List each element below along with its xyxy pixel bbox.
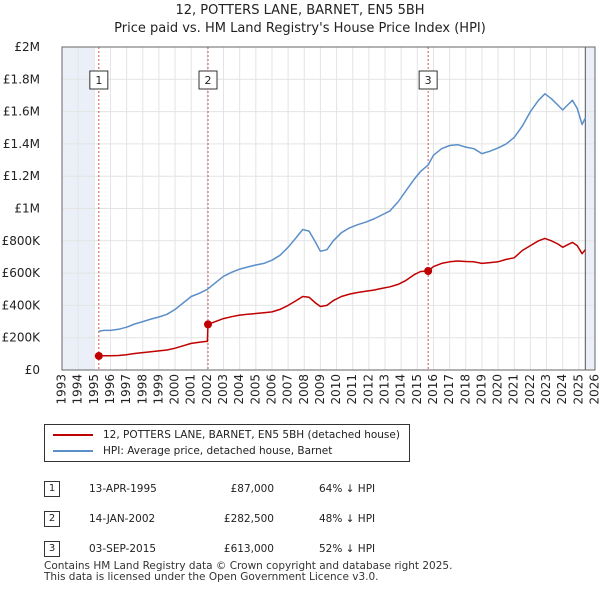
x-tick-label: 2000: [168, 374, 182, 405]
x-tick-label: 2013: [378, 374, 392, 405]
sales-table: 1 13-APR-1995 £87,000 64% ↓ HPI 2 14-JAN…: [44, 474, 439, 564]
sale-number: 2: [44, 511, 60, 527]
x-tick-label: 2004: [232, 374, 246, 405]
x-tick-label: 1997: [119, 374, 133, 405]
plot-frame: [61, 46, 596, 371]
x-tick-label: 2017: [442, 374, 456, 405]
sale-number-label: 3: [425, 74, 432, 87]
x-tick-label: 2012: [361, 374, 375, 405]
y-tick-label: £0: [25, 363, 40, 377]
x-tick-label: 1996: [103, 374, 117, 405]
y-tick-label: £400K: [2, 298, 42, 312]
table-row: 2 14-JAN-2002 £282,500 48% ↓ HPI: [44, 504, 439, 534]
x-tick-label: 2009: [313, 374, 327, 405]
sale-number-box: [89, 70, 109, 90]
sale-hpi: 64% ↓ HPI: [319, 483, 376, 495]
sale-hpi: 52% ↓ HPI: [319, 543, 376, 555]
hpi-line: [98, 93, 586, 332]
sale-date: 03-SEP-2015: [89, 543, 157, 555]
sale-point: [424, 267, 433, 276]
x-tick-label: 2018: [458, 374, 472, 405]
legend-label-hpi: HPI: Average price, detached house, Barn…: [103, 445, 333, 457]
sale-date: 14-JAN-2002: [89, 513, 156, 525]
x-tick-label: 2025: [571, 374, 585, 405]
price-chart: £0 £200K £400K £600K £800K £1M £1.2M £1.4M £1.6M…: [2, 40, 600, 405]
x-tick-label: 2014: [394, 374, 408, 405]
legend-line-hpi: [53, 450, 93, 452]
sale-point: [94, 351, 103, 360]
chart-title: 12, POTTERS LANE, BARNET, EN5 5BH: [175, 3, 425, 18]
chart-subtitle: Price paid vs. HM Land Registry's House …: [114, 21, 486, 36]
sale-number: 3: [44, 541, 60, 557]
sale-point: [204, 320, 213, 329]
x-tick-label: 2005: [248, 374, 262, 405]
x-tick-label: 2016: [426, 374, 440, 405]
footer-license: This data is licensed under the Open Gov…: [44, 571, 379, 583]
x-tick-label: 2010: [329, 374, 343, 405]
x-tick-label: 2011: [345, 374, 359, 405]
x-tick-label: 2024: [555, 374, 569, 405]
property-price-line: [98, 237, 586, 357]
x-tick-label: 2001: [184, 374, 198, 405]
sale-number: 1: [44, 481, 60, 497]
x-tick-label: 2007: [281, 374, 295, 405]
sale-number-label: 1: [95, 74, 102, 87]
y-tick-label: £2M: [14, 40, 40, 54]
chart-legend: 12, POTTERS LANE, BARNET, EN5 5BH (detac…: [44, 424, 410, 462]
x-tick-label: 2021: [507, 374, 521, 405]
y-tick-label: £800K: [2, 234, 42, 248]
y-tick-label: £1.6M: [3, 105, 40, 119]
sale-price: £282,500: [223, 513, 274, 525]
x-tick-label: 2008: [297, 374, 311, 405]
footer: Contains HM Land Registry data © Crown c…: [44, 561, 452, 583]
x-tick-label: 1998: [135, 374, 149, 405]
sale-price: £613,000: [223, 543, 274, 555]
sale-number-box: [198, 70, 218, 90]
x-tick-label: 2015: [410, 374, 424, 405]
x-tick-label: 1994: [71, 374, 85, 405]
x-tick-label: 2006: [264, 374, 278, 405]
x-tick-label: 2002: [200, 374, 214, 405]
x-tick-label: 2023: [539, 374, 553, 405]
y-tick-label: £200K: [2, 331, 42, 345]
x-tick-label: 2022: [523, 374, 537, 405]
sale-number-label: 2: [205, 74, 212, 87]
y-tick-label: £1.8M: [3, 72, 40, 86]
legend-item-hpi: HPI: Average price, detached house, Barn…: [53, 443, 332, 459]
x-tick-label: 1993: [55, 374, 69, 405]
y-tick-label: £600K: [2, 266, 42, 280]
y-tick-label: £1M: [14, 202, 40, 216]
legend-item-property: 12, POTTERS LANE, BARNET, EN5 5BH (detac…: [53, 427, 400, 443]
legend-line-property: [53, 434, 93, 436]
y-tick-label: £1.2M: [3, 169, 40, 183]
y-tick-label: £1.4M: [3, 137, 40, 151]
x-tick-label: 2019: [474, 374, 488, 405]
x-tick-label: 2003: [216, 374, 230, 405]
sale-price: £87,000: [230, 483, 274, 495]
footer-copyright: Contains HM Land Registry data © Crown c…: [44, 560, 453, 572]
sale-hpi: 48% ↓ HPI: [319, 513, 376, 525]
sale-number-box: [418, 70, 438, 90]
x-tick-label: 2026: [588, 374, 600, 405]
table-row: 1 13-APR-1995 £87,000 64% ↓ HPI: [44, 474, 439, 504]
legend-label-property: 12, POTTERS LANE, BARNET, EN5 5BH (detac…: [103, 429, 400, 441]
x-tick-label: 1995: [87, 374, 101, 405]
x-tick-label: 1999: [151, 374, 165, 405]
x-tick-label: 2020: [491, 374, 505, 405]
table-row: 3 03-SEP-2015 £613,000 52% ↓ HPI: [44, 534, 439, 564]
sale-date: 13-APR-1995: [89, 483, 157, 495]
